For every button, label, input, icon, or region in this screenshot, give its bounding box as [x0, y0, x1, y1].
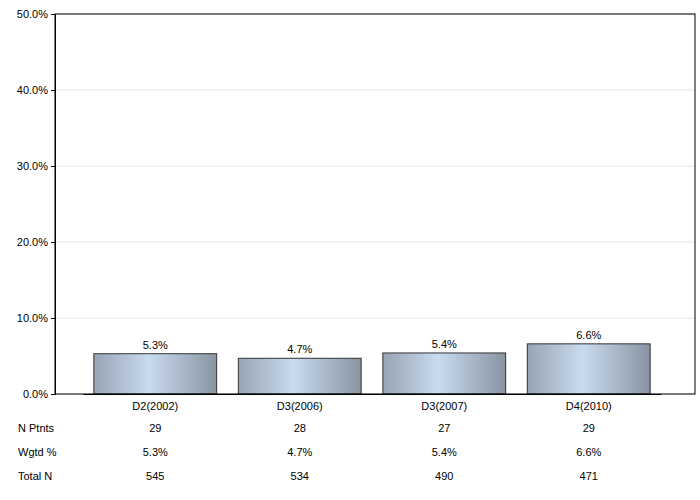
- y-tick-mark: [51, 166, 55, 167]
- table: N Ptnts 29 28 27 29 Wgtd % 5.3% 4.7% 5.4% 6.6% Tot…: [18, 422, 602, 482]
- x-tick: D3(2006): [277, 394, 323, 412]
- x-axis: D2(2002) D3(2006) D3(2007) D4(2010): [84, 394, 662, 412]
- x-axis-line: [84, 394, 662, 395]
- data-label: 5.4%: [432, 338, 457, 350]
- y-tick-mark: [51, 394, 55, 395]
- x-tick-label: D2(2002): [132, 400, 178, 412]
- bars: [94, 344, 650, 394]
- bar: [527, 344, 650, 394]
- grid-line: [55, 242, 695, 243]
- x-tick: D4(2010): [566, 394, 612, 412]
- table-cell: 6.6%: [576, 446, 601, 458]
- table-cell: 5.3%: [143, 446, 168, 458]
- table-cell: 28: [294, 422, 306, 434]
- y-tick-mark: [51, 90, 55, 91]
- y-tick: 10.0%: [17, 312, 55, 324]
- data-labels: 5.3% 4.7% 5.4% 6.6%: [143, 329, 602, 355]
- data-label: 6.6%: [576, 329, 601, 341]
- grid-line: [55, 90, 695, 91]
- x-tick-label: D4(2010): [566, 400, 612, 412]
- table-cell: 27: [438, 422, 450, 434]
- y-tick-mark: [51, 242, 55, 243]
- table-cell: 534: [291, 470, 309, 482]
- bar: [94, 354, 217, 394]
- y-axis: 0.0% 10.0% 20.0% 30.0% 40.0% 50.0%: [17, 8, 56, 400]
- bar: [383, 353, 506, 394]
- y-tick: 50.0%: [17, 8, 55, 20]
- x-tick-label: D3(2007): [421, 400, 467, 412]
- x-tick-label: D3(2006): [277, 400, 323, 412]
- table-row-label: Wgtd %: [18, 446, 57, 458]
- y-tick: 30.0%: [17, 160, 55, 172]
- y-tick-label: 0.0%: [23, 388, 48, 400]
- data-label: 4.7%: [287, 343, 312, 355]
- bar: [238, 358, 361, 394]
- y-axis-line: [51, 15, 56, 395]
- table-cell: 490: [435, 470, 453, 482]
- y-tick-label: 20.0%: [17, 236, 48, 248]
- y-tick: 20.0%: [17, 236, 55, 248]
- x-tick: D2(2002): [132, 394, 178, 412]
- table-cell: 471: [580, 470, 598, 482]
- x-tick: D3(2007): [421, 394, 467, 412]
- y-tick: 40.0%: [17, 84, 55, 96]
- table-cell: 545: [146, 470, 164, 482]
- plot-frame: [55, 14, 695, 394]
- y-tick-mark: [51, 318, 55, 319]
- grid-line: [55, 166, 695, 167]
- y-tick: 0.0%: [23, 388, 55, 400]
- y-tick-label: 50.0%: [17, 8, 48, 20]
- table-row-label: N Ptnts: [18, 422, 55, 434]
- grid-line: [55, 318, 695, 319]
- y-tick-label: 40.0%: [17, 84, 48, 96]
- table-cell: 29: [149, 422, 161, 434]
- y-tick-label: 10.0%: [17, 312, 48, 324]
- table-cell: 5.4%: [432, 446, 457, 458]
- y-tick-mark: [51, 14, 55, 15]
- table-cell: 29: [583, 422, 595, 434]
- table-row-label: Total N: [18, 470, 52, 482]
- chart: 0.0% 10.0% 20.0% 30.0% 40.0% 50.0% D2(2002) D3(…: [0, 0, 700, 500]
- grid: [55, 14, 695, 394]
- table-cell: 4.7%: [287, 446, 312, 458]
- data-label: 5.3%: [143, 339, 168, 351]
- y-tick-label: 30.0%: [17, 160, 48, 172]
